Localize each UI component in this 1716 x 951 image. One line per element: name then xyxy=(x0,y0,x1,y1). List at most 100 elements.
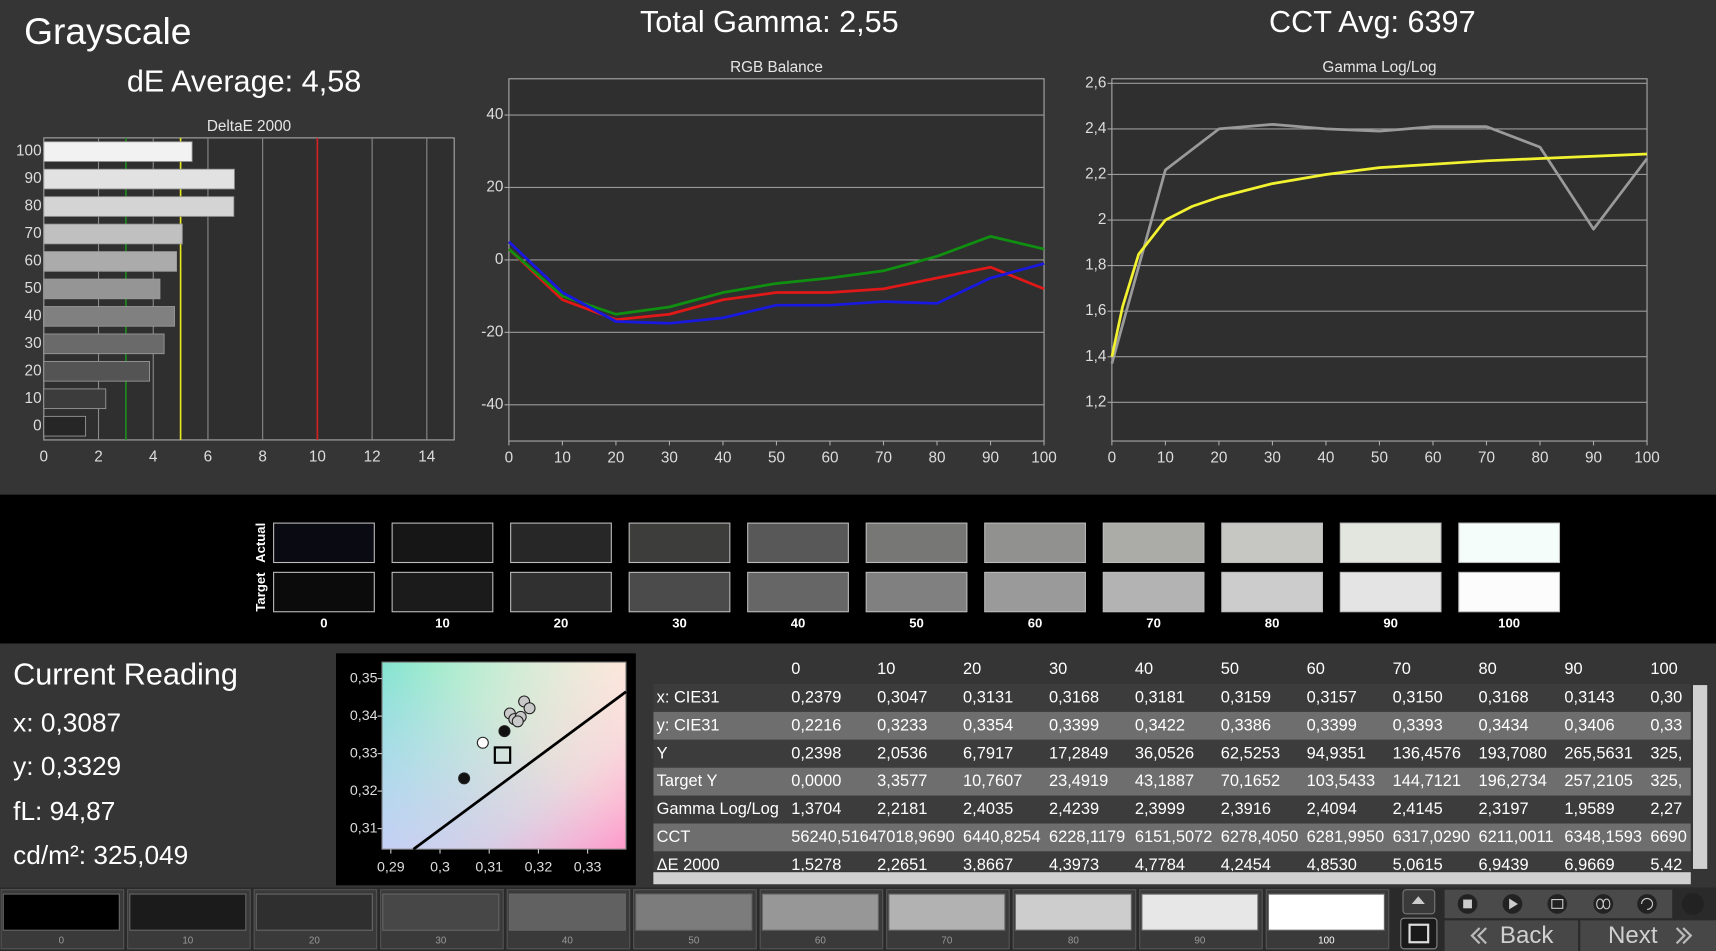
table-cell: 0,3157 xyxy=(1307,689,1357,707)
patch-button[interactable]: 20 xyxy=(253,889,378,950)
scrollbar[interactable] xyxy=(1692,685,1708,869)
column-header: 0 xyxy=(791,660,800,678)
x-tick-label: 0,32 xyxy=(525,860,553,876)
table-cell: 0,3399 xyxy=(1307,716,1357,734)
table-row xyxy=(653,795,1691,824)
table-cell: 2,4035 xyxy=(963,800,1013,818)
patch-button[interactable]: 50 xyxy=(633,889,757,950)
patch-button[interactable]: 40 xyxy=(506,889,631,950)
patch-button[interactable]: 70 xyxy=(886,889,1010,950)
actual-swatch xyxy=(1339,522,1442,564)
table-cell: 4,3973 xyxy=(1049,856,1099,874)
column-header: 60 xyxy=(1307,660,1325,678)
y-tick-label: 1,6 xyxy=(1085,302,1106,319)
y-tick-label: 90 xyxy=(25,170,42,187)
reading-point xyxy=(523,702,536,715)
refresh-button[interactable] xyxy=(1637,894,1657,914)
row-label: Y xyxy=(657,744,668,762)
series-line xyxy=(1110,152,1648,358)
table-cell: 0,3386 xyxy=(1221,716,1271,734)
bar xyxy=(43,168,235,190)
table-cell: 56240,5164 xyxy=(791,828,878,846)
table-cell: 4,8530 xyxy=(1307,856,1357,874)
table-cell: 6,9669 xyxy=(1564,856,1614,874)
plot-area xyxy=(1111,78,1648,442)
x-tick-label: 50 xyxy=(768,450,785,467)
patch-button[interactable]: 10 xyxy=(127,889,251,950)
actual-swatch xyxy=(391,522,494,564)
patch-button[interactable]: 30 xyxy=(380,889,504,950)
patch-button[interactable]: 80 xyxy=(1012,889,1137,950)
patch-button[interactable]: 90 xyxy=(1139,889,1263,950)
x-tick-label: 0 xyxy=(1108,450,1117,467)
table-cell: 2,0536 xyxy=(877,744,927,762)
patch-color xyxy=(508,893,626,931)
patch-button[interactable]: 60 xyxy=(759,889,884,950)
table-cell: 17,2849 xyxy=(1049,744,1108,762)
swatch-label: 70 xyxy=(1146,615,1161,630)
reading-point xyxy=(511,715,524,728)
x-tick-label: 30 xyxy=(661,450,678,467)
patch-label: 70 xyxy=(941,936,952,947)
back-button[interactable]: Back xyxy=(1444,920,1579,951)
table-cell: 0,3399 xyxy=(1049,716,1099,734)
patch-color xyxy=(382,893,500,931)
table-cell: 4,2454 xyxy=(1221,856,1271,874)
stop-button[interactable] xyxy=(1400,889,1438,950)
table-cell: 2,2651 xyxy=(877,856,927,874)
table-cell: 0,0000 xyxy=(791,772,841,790)
y-tick-label: 40 xyxy=(25,307,42,324)
menu-button[interactable] xyxy=(1682,892,1704,915)
bar xyxy=(43,223,183,245)
x-tick-label: 20 xyxy=(1210,450,1227,467)
table-cell: 23,4919 xyxy=(1049,772,1108,790)
swatch-label: 100 xyxy=(1498,615,1520,630)
target-swatch xyxy=(273,571,375,613)
series-line xyxy=(1110,122,1649,364)
fit-button[interactable] xyxy=(1547,894,1568,914)
actual-swatch xyxy=(510,522,612,564)
table-cell: 5,0615 xyxy=(1393,856,1443,874)
y-tick-label: 80 xyxy=(25,198,42,215)
reading-line: y: 0,3329 xyxy=(13,751,121,781)
actual-swatch xyxy=(628,522,731,564)
y-tick-label: 0 xyxy=(33,417,42,434)
row-label: ΔE 2000 xyxy=(657,856,720,874)
table-row xyxy=(653,823,1691,852)
y-tick-label: 10 xyxy=(25,390,42,407)
bar xyxy=(43,415,87,437)
patch-color xyxy=(1141,893,1259,931)
table-cell: 257,2105 xyxy=(1564,772,1632,790)
reading-point xyxy=(458,772,471,785)
actual-swatch xyxy=(747,522,849,564)
table-cell: 0,2216 xyxy=(791,716,841,734)
table-cell: 2,3197 xyxy=(1479,800,1529,818)
column-header: 80 xyxy=(1479,660,1497,678)
actual-swatch xyxy=(1102,522,1205,564)
table-cell: 0,2379 xyxy=(791,689,841,707)
swatch-label: 80 xyxy=(1265,615,1280,630)
table-cell: 43,1887 xyxy=(1135,772,1194,790)
swatch-label: 10 xyxy=(435,615,450,630)
table-cell: 265,5631 xyxy=(1564,744,1632,762)
scrollbar[interactable] xyxy=(653,872,1691,885)
patch-button[interactable]: 0 xyxy=(0,889,125,950)
bar xyxy=(43,360,151,382)
next-button[interactable]: Next xyxy=(1580,920,1716,951)
cct-average: CCT Avg: 6397 xyxy=(1269,5,1476,39)
y-tick-label: 0,35 xyxy=(350,670,378,686)
table-cell: 0,33 xyxy=(1650,716,1682,734)
patch-color xyxy=(129,893,247,931)
y-tick-label: 1,8 xyxy=(1085,257,1106,274)
row-label: Target xyxy=(253,572,268,612)
table-cell: 6690 xyxy=(1650,828,1687,846)
column-header: 90 xyxy=(1564,660,1582,678)
x-tick-label: 70 xyxy=(1478,450,1495,467)
patch-button[interactable]: 100 xyxy=(1265,889,1390,950)
bar xyxy=(43,251,178,272)
table-cell: 103,5433 xyxy=(1307,772,1375,790)
series-line xyxy=(507,240,1045,325)
x-tick-label: 50 xyxy=(1371,450,1388,467)
patch-label: 80 xyxy=(1068,936,1079,947)
